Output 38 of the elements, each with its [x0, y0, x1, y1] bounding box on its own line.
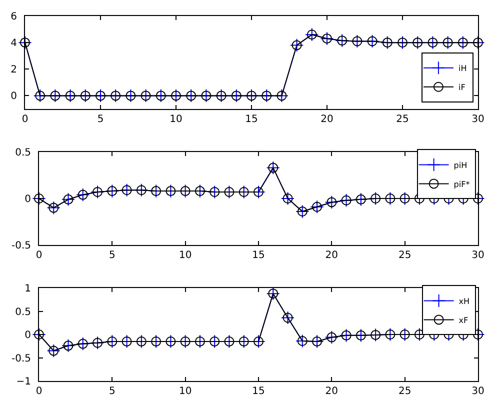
x-tick-label: 5	[108, 250, 116, 261]
x-tick-label: 10	[178, 250, 192, 261]
y-tick-label: 4	[10, 38, 17, 50]
y-tick-label: 0.5	[15, 306, 31, 318]
legend-label: iH	[458, 64, 467, 73]
legend-label: iF	[458, 83, 466, 92]
legend-label: piH	[454, 160, 468, 170]
y-tick-label: 0.5	[15, 148, 31, 158]
x-tick-label: 15	[252, 386, 265, 397]
x-tick-label: 5	[97, 114, 104, 125]
x-tick-label: 5	[108, 386, 116, 397]
x-tick-label: 25	[396, 114, 409, 125]
y-tick-label: -0.5	[11, 240, 31, 252]
x-tick-label: 20	[320, 114, 334, 125]
x-tick-label: 10	[178, 386, 192, 397]
x-tick-label: 15	[245, 114, 258, 125]
x-tick-label: 30	[472, 250, 484, 261]
y-tick-label: −1	[16, 376, 31, 388]
x-tick-label: 30	[472, 386, 484, 397]
y-tick-label: 2	[10, 64, 17, 76]
x-tick-label: 0	[36, 386, 42, 397]
y-tick-label: 6	[10, 12, 17, 22]
x-tick-label: 30	[472, 114, 484, 125]
x-tick-label: 20	[325, 250, 338, 261]
y-tick-label: 0	[10, 91, 17, 102]
legend-label: piF*	[454, 180, 470, 189]
y-tick-label: 0	[24, 330, 31, 341]
x-tick-label: 25	[398, 386, 412, 397]
legend-label: xH	[458, 296, 470, 306]
y-tick-label: -0.5	[11, 353, 31, 364]
x-tick-label: 0	[36, 250, 42, 261]
x-tick-label: 15	[252, 250, 265, 261]
y-tick-label: 1	[24, 284, 31, 294]
x-tick-label: 20	[325, 386, 338, 397]
y-tick-label: 0	[24, 194, 31, 205]
x-tick-label: 10	[170, 114, 182, 125]
legend-label: xF	[458, 316, 469, 325]
x-tick-label: 25	[398, 250, 412, 261]
